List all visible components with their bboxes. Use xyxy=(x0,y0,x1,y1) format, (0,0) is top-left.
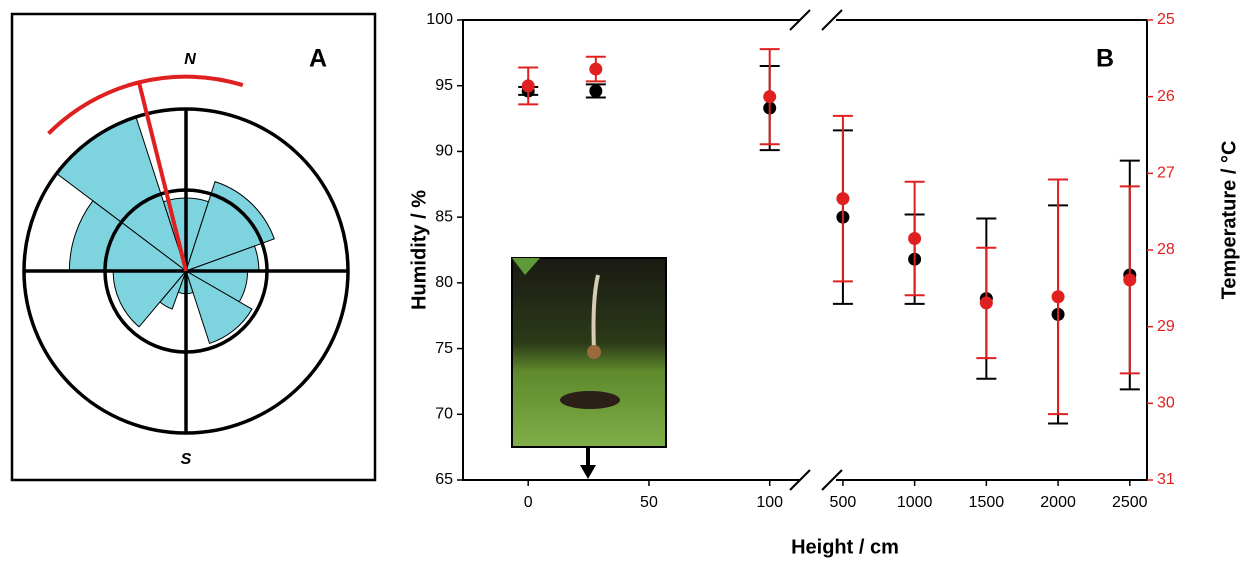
x-tick-label: 1000 xyxy=(897,494,933,511)
y2-tick-label: 29 xyxy=(1157,318,1175,335)
y2-tick-label: 25 xyxy=(1157,11,1175,28)
data-point xyxy=(908,232,922,245)
x-tick-label: 100 xyxy=(756,494,783,511)
panel-label: B xyxy=(1096,45,1114,73)
data-point xyxy=(979,296,993,310)
y-tick-label: 75 xyxy=(435,340,453,357)
axis-break xyxy=(789,9,811,31)
panel-label: A xyxy=(309,45,327,73)
data-point xyxy=(521,79,535,93)
y2-tick-label: 28 xyxy=(1157,241,1175,258)
y2-axis-label: Temperature / °C xyxy=(1218,141,1240,300)
y2-tick-label: 30 xyxy=(1157,395,1175,412)
data-point xyxy=(763,90,777,104)
y-tick-label: 90 xyxy=(435,143,453,160)
mean-direction xyxy=(137,81,188,272)
y-tick-label: 100 xyxy=(426,11,453,28)
panel-a-frame xyxy=(10,12,377,482)
data-point xyxy=(836,192,850,206)
north-label: N xyxy=(184,51,196,68)
x-tick-label: 2000 xyxy=(1040,494,1076,511)
axis-break xyxy=(821,9,843,31)
data-point xyxy=(1051,290,1065,304)
rose-sector xyxy=(185,181,275,272)
y-tick-label: 95 xyxy=(435,77,453,94)
axis-break-gap xyxy=(800,476,836,484)
x-tick-label: 0 xyxy=(524,494,533,511)
x-tick-label: 50 xyxy=(640,494,658,511)
y-tick-label: 70 xyxy=(435,406,453,423)
axis-break xyxy=(789,469,811,491)
y-axis-label: Humidity / % xyxy=(408,190,430,310)
data-point xyxy=(589,62,603,76)
inset-photo xyxy=(511,257,667,479)
y-tick-label: 85 xyxy=(435,208,453,225)
south-label: S xyxy=(181,451,192,468)
y-tick-label: 65 xyxy=(435,471,453,488)
y2-tick-label: 26 xyxy=(1157,88,1175,105)
axis-break xyxy=(821,469,843,491)
data-point xyxy=(1123,273,1137,287)
y2-tick-label: 31 xyxy=(1157,471,1175,488)
rose-sector xyxy=(185,269,253,345)
y2-tick-label: 27 xyxy=(1157,165,1175,182)
x-tick-label: 500 xyxy=(830,494,857,511)
x-tick-label: 2500 xyxy=(1112,494,1148,511)
x-axis-label: Height / cm xyxy=(791,536,899,558)
y-tick-label: 80 xyxy=(435,274,453,291)
x-tick-label: 1500 xyxy=(969,494,1005,511)
axis-break-gap xyxy=(800,16,836,24)
data-point xyxy=(589,84,603,98)
